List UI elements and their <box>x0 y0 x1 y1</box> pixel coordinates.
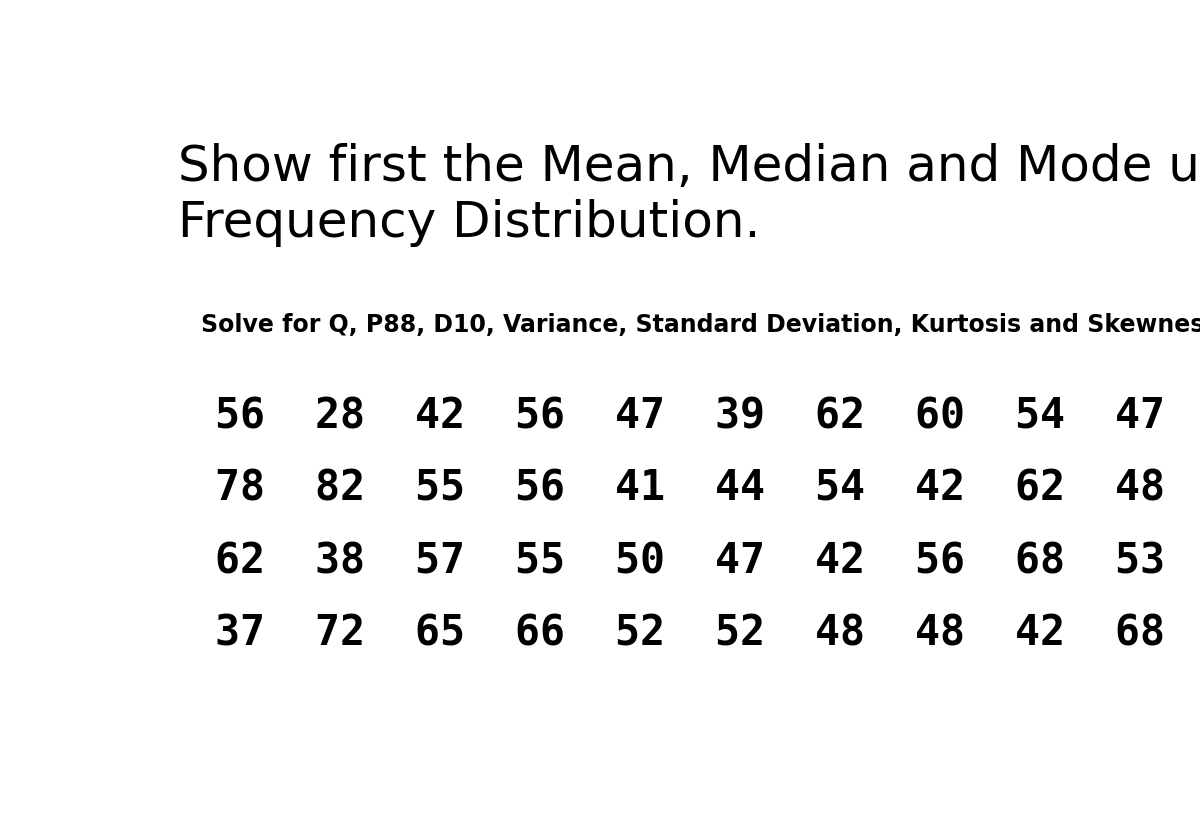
Text: 78  82  55  56  41  44  54  42  62  48: 78 82 55 56 41 44 54 42 62 48 <box>215 467 1165 509</box>
Text: Solve for Q, P88, D10, Variance, Standard Deviation, Kurtosis and Skewness.: Solve for Q, P88, D10, Variance, Standar… <box>202 313 1200 337</box>
Text: Show first the Mean, Median and Mode using: Show first the Mean, Median and Mode usi… <box>178 143 1200 190</box>
Text: Frequency Distribution.: Frequency Distribution. <box>178 199 761 247</box>
Text: 56  28  42  56  47  39  62  60  54  47: 56 28 42 56 47 39 62 60 54 47 <box>215 395 1165 437</box>
Text: 37  72  65  66  52  52  48  48  42  68: 37 72 65 66 52 52 48 48 42 68 <box>215 613 1165 654</box>
Text: 62  38  57  55  50  47  42  56  68  53: 62 38 57 55 50 47 42 56 68 53 <box>215 540 1165 581</box>
